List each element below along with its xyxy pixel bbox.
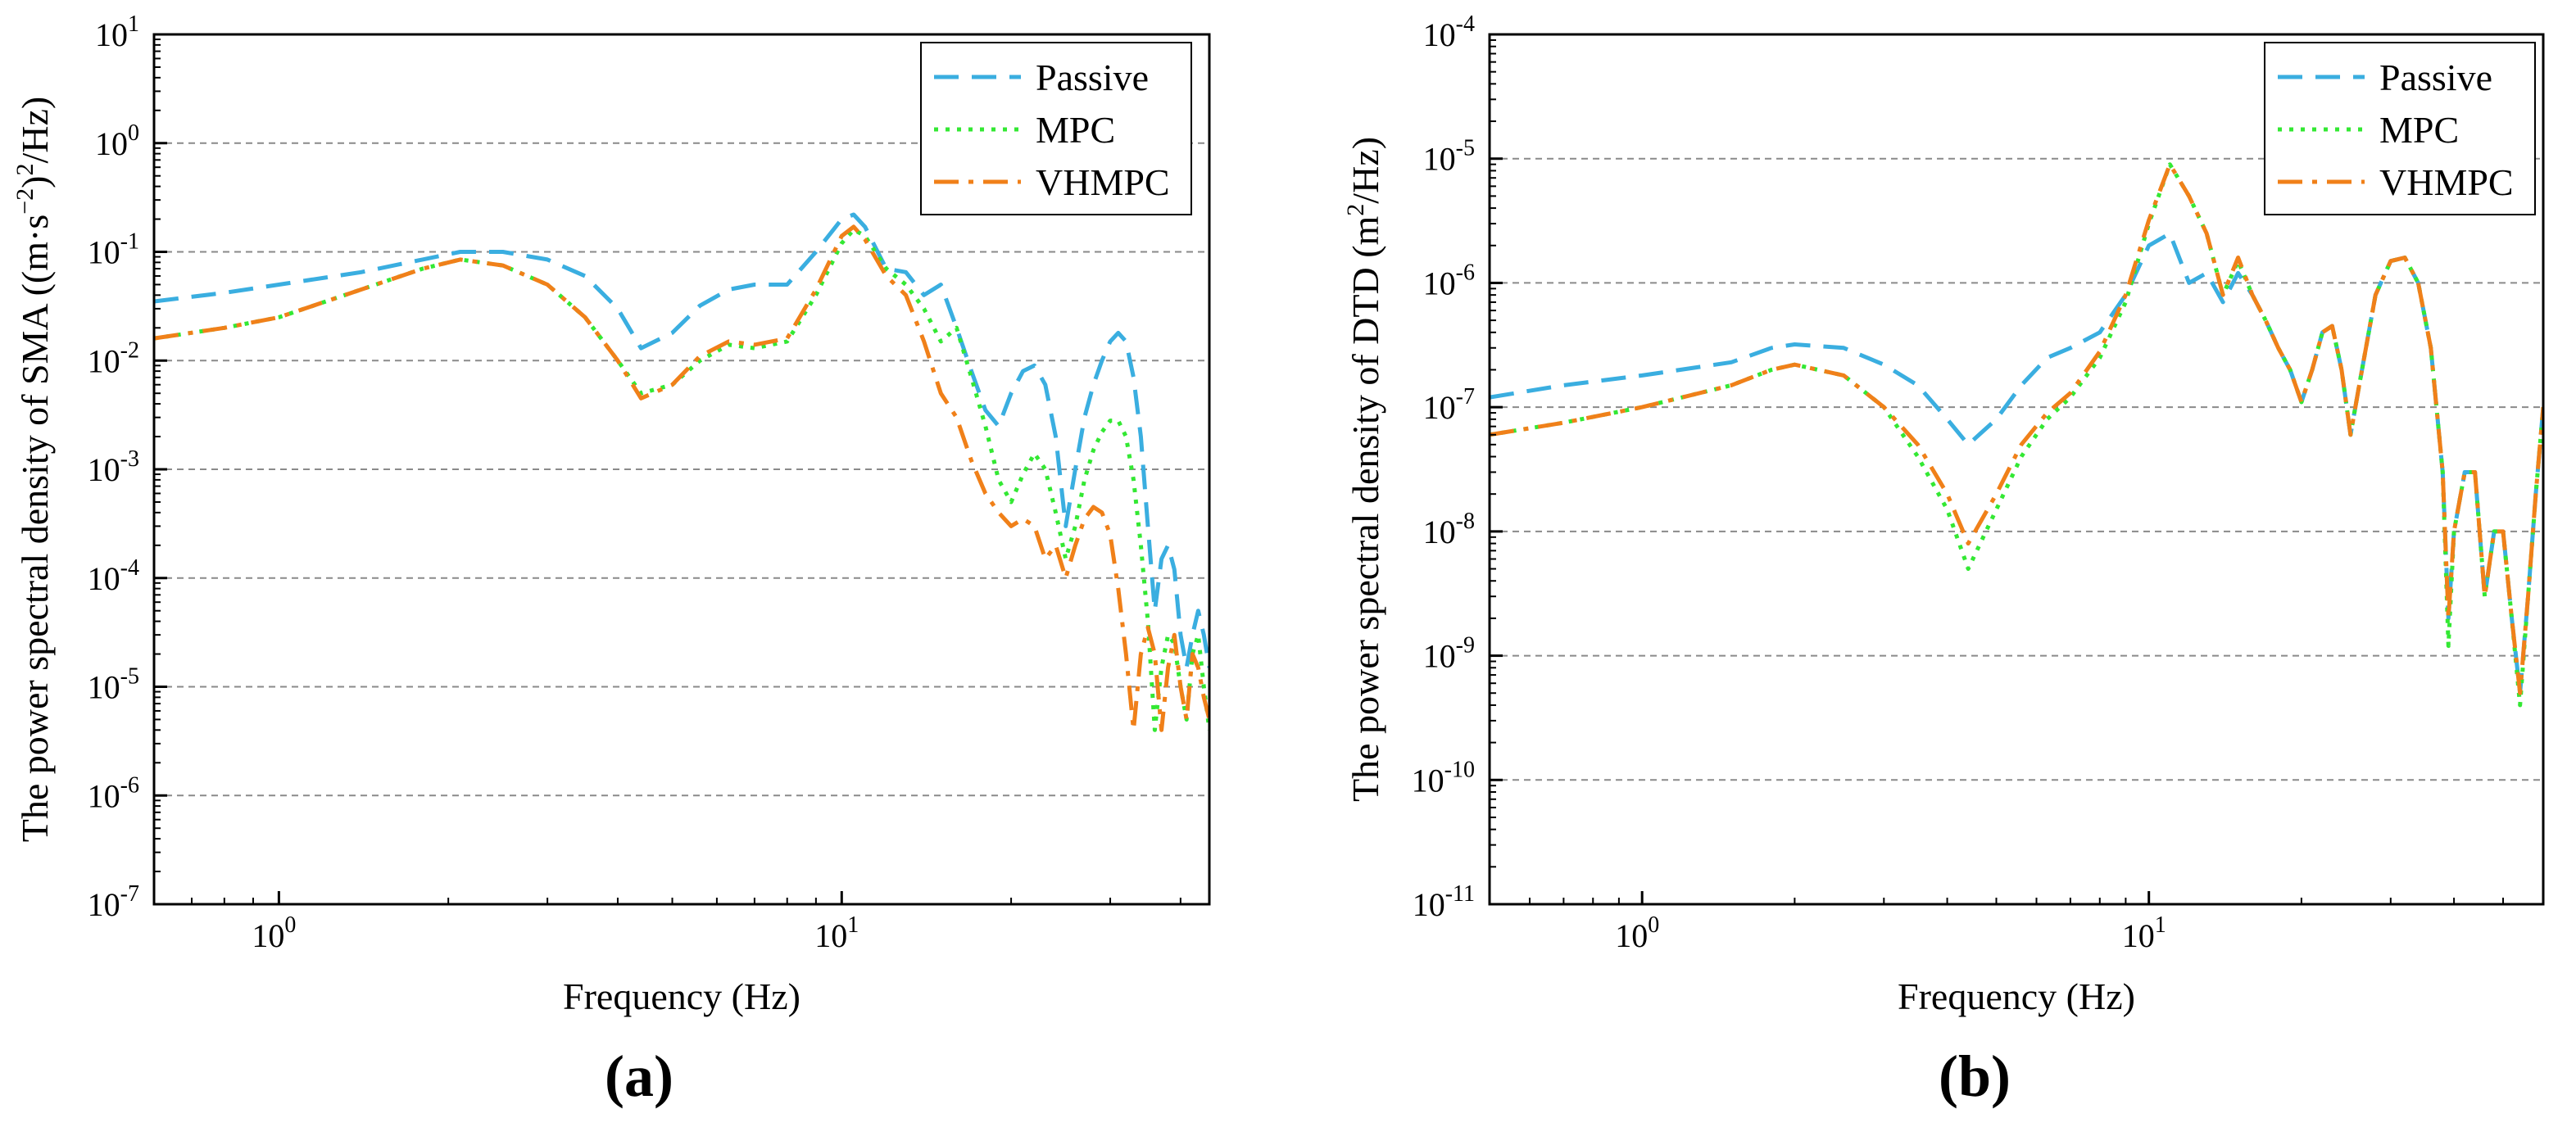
legend-label-vhmpc: VHMPC (1036, 161, 1170, 203)
y-tick-label: 10-4 (1423, 11, 1475, 53)
legend-box (2264, 42, 2536, 215)
chart-b: 10-11 10-10 10-9 10-8 10-7 10-6 10-5 10-4 100 101… (1342, 11, 2545, 1017)
plot-frame (1488, 33, 2545, 906)
x-axis-label: Frequency (Hz) (563, 975, 800, 1017)
legend-box (920, 42, 1192, 215)
y-tick-label: 10-8 (1423, 509, 1475, 550)
y-tick-label: 100 (95, 120, 139, 162)
legend-label-mpc: MPC (1036, 109, 1115, 151)
x-axis-ticks: 100 101 (153, 891, 1181, 954)
chart-a: 10-7 10-6 10-5 10-4 10-3 10-2 10-1 100 101 100 101… (11, 11, 1211, 1017)
y-tick-label: 101 (95, 11, 139, 53)
gridlines (154, 142, 1209, 797)
legend: Passive MPC VHMPC (2264, 42, 2536, 215)
legend-label-passive: Passive (2379, 57, 2492, 98)
y-tick-label: 10-1 (88, 229, 139, 271)
y-tick-label: 10-2 (88, 337, 139, 379)
y-tick-label: 10-10 (1412, 757, 1475, 799)
y-axis-ticks: 10-7 10-6 10-5 10-4 10-3 10-2 10-1 100 101 (88, 11, 167, 923)
gridlines (1490, 157, 2543, 781)
y-tick-label: 10-6 (1423, 260, 1475, 301)
y-tick-label: 10-5 (88, 664, 139, 706)
panel-label-a: (a) (605, 1043, 673, 1109)
x-tick-label: 100 (1615, 912, 1659, 954)
series-line-vhmpc (1490, 162, 2543, 695)
series-line-mpc (154, 227, 1209, 732)
x-axis-ticks: 100 101 (1528, 891, 2505, 954)
y-tick-label: 10-3 (88, 446, 139, 488)
series-group (1490, 162, 2543, 708)
y-tick-label: 10-7 (1423, 384, 1475, 426)
legend-label-mpc: MPC (2379, 109, 2459, 151)
legend-label-vhmpc: VHMPC (2379, 161, 2514, 203)
x-tick-label: 101 (814, 912, 859, 954)
x-tick-label: 100 (252, 912, 296, 954)
series-group (154, 212, 1209, 732)
y-tick-label: 10-7 (88, 881, 139, 923)
x-axis-label: Frequency (Hz) (1898, 975, 2135, 1017)
panel-label-b: (b) (1939, 1043, 2011, 1109)
y-axis-label: The power spectral density of SMA ((m·s−… (11, 97, 56, 843)
series-line-mpc (1490, 162, 2543, 708)
y-tick-label: 10-6 (88, 772, 139, 814)
y-tick-label: 10-5 (1423, 136, 1475, 178)
x-tick-label: 101 (2122, 912, 2166, 954)
series-line-passive (154, 212, 1209, 670)
y-axis-label: The power spectral density of DTD (m2/Hz… (1342, 137, 1386, 802)
y-tick-label: 10-11 (1413, 881, 1475, 923)
legend: Passive MPC VHMPC (920, 42, 1192, 215)
y-axis-ticks: 10-11 10-10 10-9 10-8 10-7 10-6 10-5 10-4 (1412, 11, 1503, 923)
y-tick-label: 10-9 (1423, 633, 1475, 675)
legend-label-passive: Passive (1036, 57, 1149, 98)
series-line-vhmpc (154, 224, 1209, 732)
y-tick-label: 10-4 (88, 555, 139, 597)
